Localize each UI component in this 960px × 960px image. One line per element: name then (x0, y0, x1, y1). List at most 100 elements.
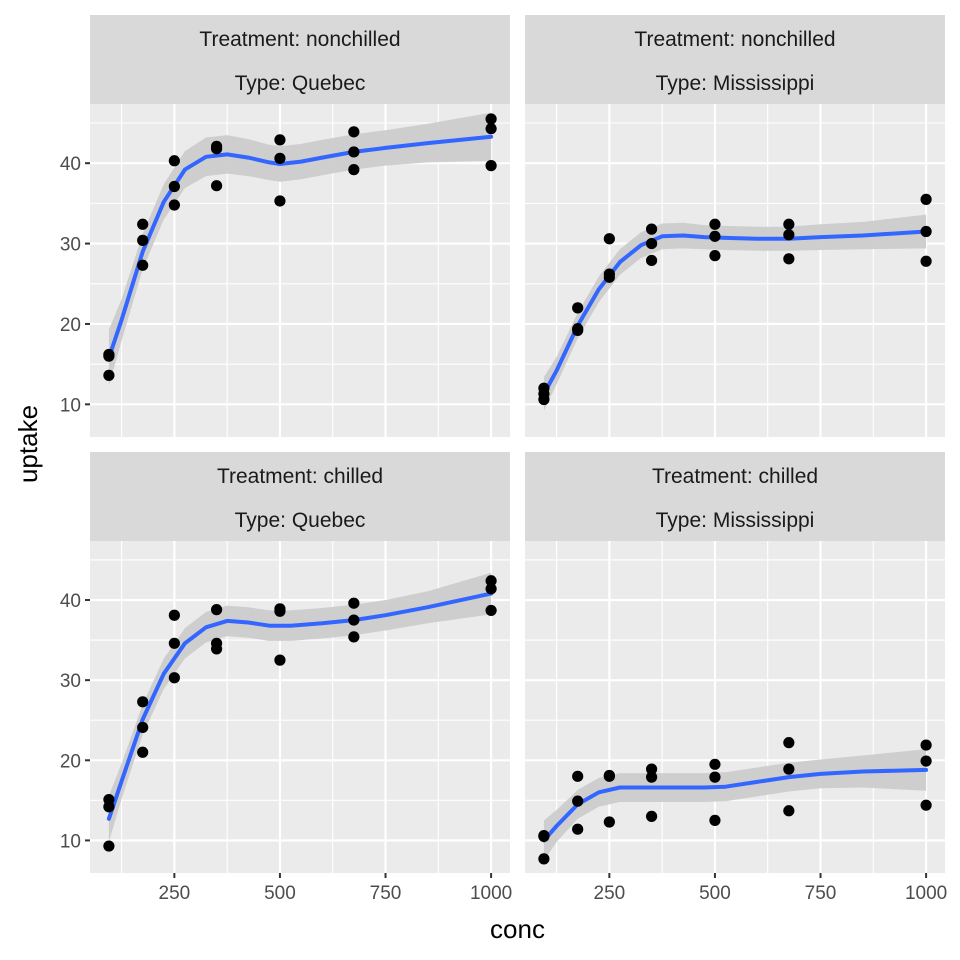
facet-strip: Treatment: chilled Type: Quebec (90, 452, 510, 541)
data-point (485, 113, 497, 125)
data-point (103, 793, 115, 806)
data-point (538, 853, 550, 865)
data-point (709, 814, 721, 826)
y-tick-label: 30 (60, 671, 81, 692)
gridlines (525, 104, 945, 437)
smooth-line (541, 229, 929, 396)
data-point (709, 250, 721, 262)
smooth-line (106, 591, 494, 821)
y-axis: 10 20 30 40 (60, 154, 90, 416)
smooth-line (541, 767, 929, 843)
data-point (168, 672, 180, 684)
data-point (103, 348, 115, 361)
data-point (572, 302, 584, 314)
data-point (645, 254, 658, 267)
strip-label-type: Type: Mississippi (656, 509, 815, 532)
strip-label-treatment: Treatment: nonchilled (199, 28, 400, 51)
data-point (348, 146, 360, 158)
strip-label-treatment: Treatment: chilled (652, 465, 818, 488)
x-axis-title: conc (490, 914, 545, 944)
data-point (572, 823, 584, 835)
data-point (645, 223, 658, 235)
facet-panel-4: Treatment: chilled Type: Mississippi 250 50… (525, 452, 947, 904)
strip-label-type: Type: Mississippi (656, 72, 815, 95)
data-point (645, 810, 658, 822)
data-point (603, 271, 615, 283)
data-point (783, 737, 795, 749)
y-tick-label: 40 (60, 154, 81, 175)
x-tick-label: 250 (594, 883, 626, 904)
data-point (920, 755, 932, 767)
strip-background (90, 452, 510, 541)
facet-panel-1: Treatment: nonchilled Type: Quebec 10 20 30 4… (60, 15, 510, 437)
confidence-band (543, 749, 927, 861)
y-tick-label: 40 (60, 591, 81, 612)
data-point (210, 140, 223, 152)
data-point (572, 323, 584, 335)
data-point (603, 769, 615, 782)
data-point (538, 388, 550, 400)
y-tick-label: 30 (60, 235, 81, 256)
data-point (137, 218, 149, 230)
facet-panel-2: Treatment: nonchilled Type: Mississippi (525, 15, 945, 437)
strip-background (525, 15, 945, 104)
data-point (348, 126, 360, 138)
data-point (920, 193, 932, 205)
data-point (783, 763, 795, 775)
y-tick-label: 20 (60, 751, 81, 772)
data-point (709, 230, 721, 242)
data-point (168, 180, 180, 193)
data-point (168, 199, 180, 211)
data-point (485, 160, 497, 172)
strip-label-treatment: Treatment: nonchilled (634, 28, 835, 51)
data-point (168, 609, 180, 621)
data-point (645, 763, 658, 775)
data-point (137, 234, 149, 246)
data-point (645, 771, 658, 783)
data-point (348, 597, 360, 609)
data-point (783, 805, 795, 817)
data-point (485, 123, 497, 135)
smooth-line (106, 134, 494, 360)
data-point (348, 614, 360, 626)
y-tick-label: 10 (60, 831, 81, 852)
panel-contents (538, 737, 932, 865)
data-point (709, 218, 721, 230)
data-point (603, 816, 615, 828)
data-point (137, 259, 149, 271)
data-point (485, 575, 497, 587)
data-point (538, 830, 550, 842)
data-point (920, 225, 932, 238)
y-axis-title: uptake (13, 405, 43, 483)
data-point (783, 229, 795, 241)
panel-contents (103, 572, 497, 852)
y-axis: 10 20 30 40 (60, 591, 90, 852)
x-tick-label: 250 (159, 883, 191, 904)
x-tick-label: 500 (264, 883, 296, 904)
data-point (103, 369, 115, 381)
x-axis: 250 500 750 1000 (159, 873, 512, 904)
data-point (274, 195, 286, 207)
confidence-band (108, 572, 492, 842)
data-point (709, 758, 721, 770)
x-tick-label: 750 (370, 883, 402, 904)
data-point (783, 253, 795, 265)
panel-contents (103, 112, 497, 386)
strip-label-treatment: Treatment: chilled (217, 465, 383, 488)
facet-panel-3: Treatment: chilled Type: Quebec 10 20 30 40 25… (60, 452, 512, 904)
data-point (137, 696, 149, 708)
data-point (210, 643, 223, 655)
data-point (168, 637, 180, 649)
data-point (274, 654, 286, 666)
gridlines (90, 541, 510, 873)
facet-strip: Treatment: nonchilled Type: Quebec (90, 15, 510, 104)
data-point (485, 604, 497, 617)
gridlines (525, 541, 945, 873)
x-tick-label: 1000 (905, 883, 947, 904)
strip-label-type: Type: Quebec (235, 509, 366, 532)
panel-contents (538, 193, 932, 411)
data-point (210, 180, 223, 192)
strip-background (90, 15, 510, 104)
